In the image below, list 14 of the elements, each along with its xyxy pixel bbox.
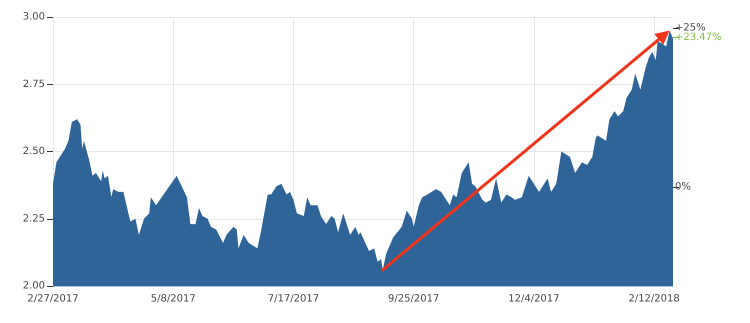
y-tick-label: 2.50 xyxy=(22,146,45,157)
y-tick-label: 2.25 xyxy=(22,213,45,224)
x-tick-label: 7/17/2017 xyxy=(268,294,320,304)
x-tick-label: 9/25/2017 xyxy=(388,294,440,304)
x-tick-label: 2/12/2018 xyxy=(628,294,680,304)
y-tick-label: 2.75 xyxy=(22,78,45,90)
y-tick-label: 3.00 xyxy=(22,12,45,22)
y2-tick-label: 0% xyxy=(675,182,691,193)
y2-tick-label: +25% xyxy=(675,22,706,34)
x-tick-label: 2/27/2017 xyxy=(27,294,79,304)
y-tick-label: 2.00 xyxy=(22,280,45,292)
x-tick-label: 5/8/2017 xyxy=(150,294,196,304)
ref-line-label: +23.47% xyxy=(675,32,722,44)
x-tick-label: 12/4/2017 xyxy=(508,294,560,304)
